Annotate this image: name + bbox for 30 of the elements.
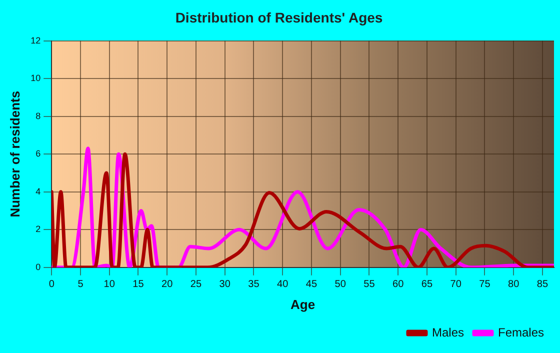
y-axis-title: Number of residents [7,90,22,218]
x-axis-title: Age [290,296,316,312]
y-tick-label: 8 [36,110,41,121]
x-tick-label: 15 [132,279,144,290]
y-tick-label: 12 [30,35,41,46]
x-tick-label: 0 [48,279,55,290]
x-tick-label: 25 [190,279,202,290]
x-tick-label: 50 [334,279,346,290]
y-tick-label: 0 [36,262,41,272]
y-tick-label: 6 [36,148,41,159]
x-tick-label: 45 [306,279,318,290]
x-tick-label: 5 [78,279,84,290]
x-tick-label: 40 [277,279,289,290]
x-tick-label: 80 [508,279,520,290]
x-tick-label: 20 [162,279,174,290]
legend-label: Females [498,325,544,340]
x-tick-label: 75 [479,279,491,290]
x-tick-label: 30 [219,279,231,290]
y-tick-label: 2 [36,224,41,234]
y-tick-label: 10 [30,73,41,84]
x-tick-label: 35 [248,279,260,290]
legend-label: Males [432,325,464,340]
x-tick-label: 10 [104,279,116,290]
x-tick-label: 70 [450,279,462,290]
y-tick-label: 4 [36,186,41,196]
chart-title: Distribution of Residents' Ages [175,9,383,26]
x-tick-label: 65 [421,279,433,290]
x-tick-label: 60 [392,279,404,290]
x-tick-label: 85 [536,279,548,290]
x-tick-label: 55 [364,279,376,290]
